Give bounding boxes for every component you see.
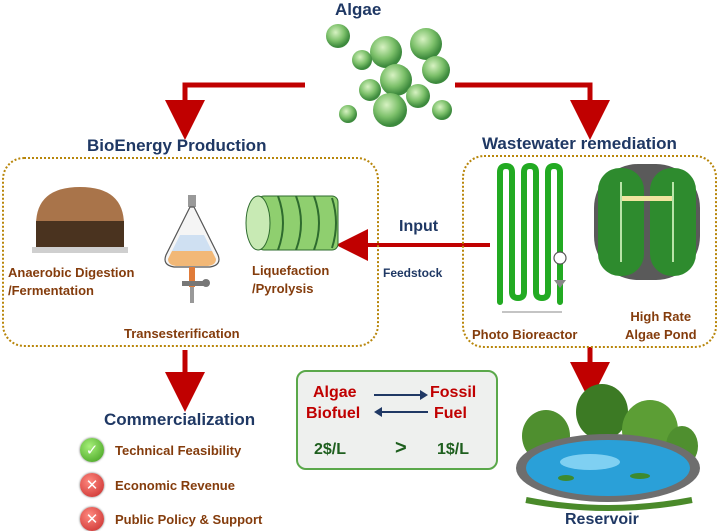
commercialization-item-label: Economic Revenue: [115, 477, 235, 493]
feedstock-label: Feedstock: [383, 266, 443, 280]
cross-icon: ✕: [80, 473, 104, 497]
arrow-algae-to-wastewater: [455, 82, 610, 140]
cost-comparison-box: [296, 370, 498, 470]
commercialization-item-label: Technical Feasibility: [115, 442, 242, 458]
bioenergy-box: [2, 157, 379, 347]
algae-price: 2$/L: [314, 441, 347, 458]
wastewater-box: [462, 155, 717, 348]
separatory-funnel-icon: [164, 195, 220, 303]
reservoir-pond-image: [516, 384, 700, 511]
commercialization-item: ✓ Technical Feasibility: [80, 438, 241, 462]
arrow-algae-to-bioenergy: [165, 82, 305, 140]
algae-label: Algae: [313, 384, 357, 401]
checkmark-icon: ✓: [80, 438, 104, 462]
input-label: Input: [399, 218, 439, 235]
exchange-arrows-icon: [374, 390, 428, 417]
commercialization-item: ✕ Economic Revenue: [80, 473, 235, 497]
raceway-pond-icon: [594, 164, 700, 280]
wastewater-title: Wastewater remediation: [482, 134, 677, 153]
reservoir-title: Reservoir: [565, 511, 639, 528]
anaerobic-label: Anaerobic Digestion /Fermentation: [8, 265, 135, 298]
digester-icon: [32, 187, 128, 253]
fossil-price: 1$/L: [437, 441, 470, 458]
liquefaction-reactor-icon: [245, 195, 339, 251]
liquefaction-label: Liquefaction /Pyrolysis: [252, 263, 330, 296]
commercialization-item: ✕ Public Policy & Support: [80, 507, 262, 531]
bioenergy-title: BioEnergy Production: [87, 136, 267, 155]
algae-cells-image: [326, 24, 452, 127]
fuel-label: Fuel: [434, 405, 467, 422]
high-rate-pond-label: High Rate Algae Pond: [625, 309, 697, 342]
photo-bioreactor-label: Photo Bioreactor: [472, 327, 578, 342]
commercialization-item-label: Public Policy & Support: [115, 511, 263, 527]
fossil-label: Fossil: [430, 384, 477, 401]
cross-icon: ✕: [80, 507, 104, 531]
biofuel-label: Biofuel: [306, 405, 361, 422]
comparison-operator: >: [395, 437, 407, 459]
photo-bioreactor-icon: [497, 162, 567, 313]
algae-title: Algae: [335, 0, 382, 19]
transesterification-label: Transesterification: [124, 326, 240, 341]
commercialization-title: Commercialization: [104, 410, 256, 429]
